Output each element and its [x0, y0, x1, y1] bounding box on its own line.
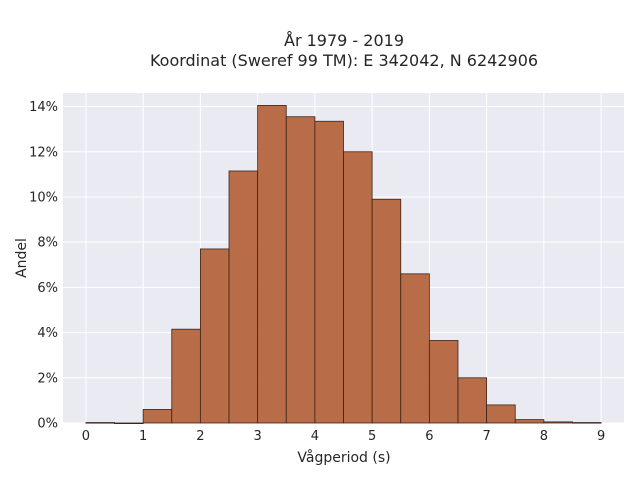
y-tick-label: 0%: [37, 417, 58, 432]
y-tick-labels: 0% 2% 4% 6% 8% 10% 12% 14%: [29, 100, 58, 431]
histogram-bar: [85, 422, 115, 424]
x-axis-label: Vågperiod (s): [297, 449, 390, 466]
x-tick-label: 7: [482, 429, 490, 444]
x-tick-label: 6: [425, 429, 433, 444]
y-tick-label: 8%: [37, 236, 58, 251]
chart-title-line-1: År 1979 - 2019: [284, 31, 404, 50]
x-tick-label: 0: [82, 429, 90, 444]
histogram-bar: [314, 120, 344, 424]
bars: [85, 105, 602, 425]
x-tick-label: 8: [540, 429, 548, 444]
x-tick-label: 3: [253, 429, 261, 444]
histogram-bar: [457, 377, 488, 424]
y-tick-label: 10%: [29, 190, 58, 205]
x-tick-label: 2: [196, 429, 204, 444]
histogram-bar: [400, 273, 430, 424]
histogram-bar: [343, 151, 373, 424]
x-tick-label: 4: [311, 429, 319, 444]
histogram-bar: [285, 116, 316, 424]
y-tick-label: 4%: [37, 326, 58, 341]
y-axis-label: Andel: [14, 238, 30, 278]
histogram-bar: [371, 198, 402, 424]
histogram-bar: [257, 105, 287, 424]
x-tick-label: 9: [597, 429, 605, 444]
histogram-bar: [543, 421, 573, 424]
y-tick-label: 2%: [37, 371, 58, 386]
histogram-bar: [486, 404, 516, 424]
x-tick-label: 5: [368, 429, 376, 444]
histogram-bar: [228, 170, 259, 424]
histogram-bar: [142, 409, 173, 424]
histogram-bar: [199, 248, 230, 424]
x-tick-label: 1: [139, 429, 147, 444]
histogram-bar: [514, 419, 545, 424]
y-tick-label: 6%: [37, 281, 58, 296]
histogram-bar: [171, 328, 201, 424]
histogram-bar: [572, 422, 602, 424]
y-tick-label: 14%: [29, 100, 58, 115]
y-tick-label: 12%: [29, 145, 58, 160]
x-tick-labels: 0 1 2 3 4 5 6 7 8 9: [82, 429, 605, 444]
chart-title-line-2: Koordinat (Sweref 99 TM): E 342042, N 62…: [150, 51, 538, 70]
histogram-bar: [114, 422, 144, 425]
histogram-bar: [428, 340, 459, 424]
